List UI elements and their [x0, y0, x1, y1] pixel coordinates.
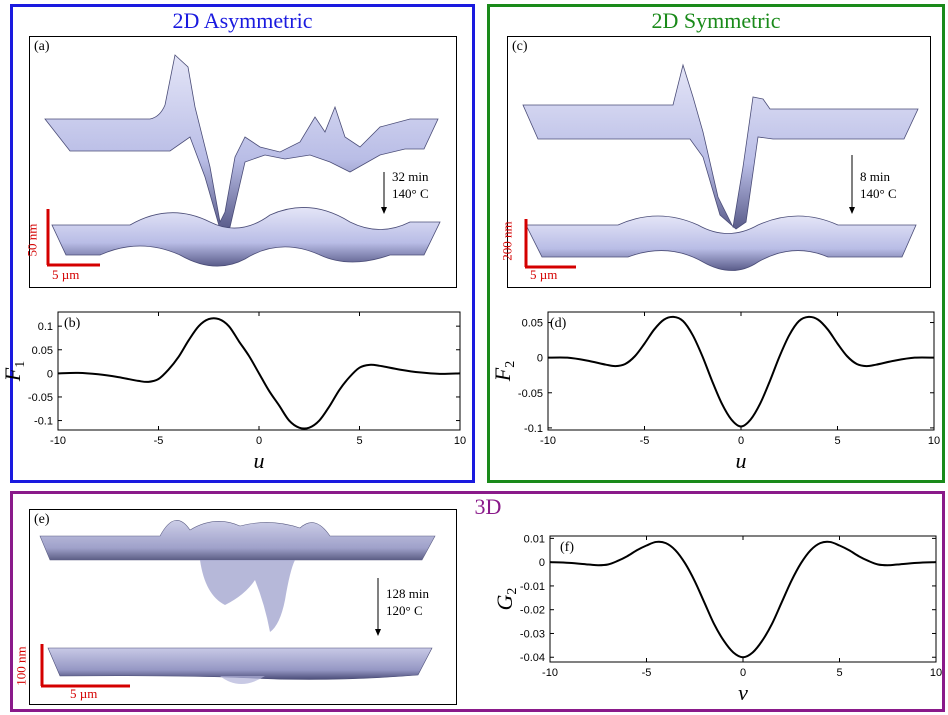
- plot-frame-b: [57, 311, 461, 431]
- x-tick-label-b: 10: [454, 435, 466, 447]
- panel-label-d: (d): [550, 316, 567, 331]
- frame-3d: [10, 491, 945, 712]
- x-axis-label-f: v: [738, 680, 748, 705]
- y-tick-label-f: 0: [539, 557, 545, 569]
- y-tick-label-d: -0.1: [524, 423, 543, 435]
- chart-b: -10 -5 0 5 10 0.1 0.05 0 -0.05 -0.1 u F1 (b): [0, 300, 474, 478]
- y-axis-label-d: F2: [490, 361, 518, 382]
- series-line-b: [57, 317, 461, 430]
- x-tick-label-b: 5: [356, 435, 362, 447]
- scale-label-horizontal-e: 5 µm: [70, 686, 98, 701]
- y-tick-label-f: -0.03: [520, 628, 545, 640]
- title-2d-asymmetric: 2D Asymmetric: [172, 8, 313, 33]
- chart-f: -10 -5 0 5 10 0.01 0 -0.01 -0.02 -0.03 -0.04 v G2 (f…: [488, 528, 943, 708]
- panel-label-c: (c): [512, 39, 528, 54]
- y-tick-label-b: -0.05: [28, 392, 53, 404]
- annotation-time-c: 8 min: [860, 169, 890, 184]
- x-tick-label-d: -10: [540, 435, 556, 447]
- scale-label-vertical-c: 200 nm: [499, 221, 515, 261]
- panel-e: (e) 128 min 120° C 100 nm 5 µm: [14, 509, 457, 705]
- final-surface-dip-e: [220, 676, 265, 684]
- scale-label-vertical-e: 100 nm: [13, 646, 29, 686]
- panel-a: (a) 32 min 140° C 50 nm 5 µm: [24, 36, 457, 288]
- y-tick-label-f: 0.01: [524, 533, 545, 545]
- annotation-temp-e: 120° C: [386, 603, 423, 618]
- annotation-temp-a: 140° C: [392, 186, 429, 201]
- panel-label-a: (a): [34, 39, 50, 54]
- scale-label-vertical-a: 50 nm: [24, 223, 40, 257]
- y-tick-label-b: 0: [47, 368, 53, 380]
- y-axis-label-b: F1: [0, 361, 28, 382]
- x-tick-label-f: -10: [542, 667, 558, 679]
- x-tick-label-f: 0: [740, 667, 746, 679]
- time-arrowhead-e: [375, 629, 381, 636]
- initial-surface-dip-e: [200, 560, 295, 632]
- time-arrowhead-c: [849, 207, 855, 214]
- x-tick-label-d: 0: [738, 435, 744, 447]
- scale-label-horizontal-c: 5 µm: [530, 267, 558, 282]
- chart-b-svg: -10 -5 0 5 10 0.1 0.05 0 -0.05 -0.1 u F1: [0, 311, 466, 473]
- final-surface-c: [525, 215, 917, 271]
- annotation-temp-c: 140° C: [860, 186, 897, 201]
- initial-surface-top-e: [39, 520, 436, 561]
- annotation-time-e: 128 min: [386, 586, 429, 601]
- y-tick-label-f: -0.04: [520, 652, 545, 664]
- y-tick-label-b: 0.1: [38, 321, 53, 333]
- x-tick-label-d: 10: [928, 435, 940, 447]
- surface-render-a: [44, 54, 441, 267]
- panel-label-b: (b): [64, 316, 81, 331]
- title-3d: 3D: [474, 494, 502, 519]
- y-tick-label-d: 0.05: [522, 318, 543, 330]
- series-line-f: [549, 540, 937, 659]
- plot-frame-f: [549, 535, 937, 663]
- time-arrowhead-a: [381, 207, 387, 214]
- series-line-d: [547, 315, 935, 428]
- frame-2d-asymmetric: [10, 4, 475, 483]
- final-surface-e: [47, 647, 433, 680]
- y-tick-label-b: -0.1: [34, 416, 53, 428]
- initial-surface-c: [522, 63, 919, 230]
- initial-surface-a: [44, 54, 439, 230]
- x-tick-label-f: 10: [930, 667, 942, 679]
- x-tick-label-f: 5: [836, 667, 842, 679]
- surface-render-c: [522, 63, 919, 271]
- x-tick-label-b: -10: [50, 435, 66, 447]
- x-axis-label-b: u: [254, 448, 265, 473]
- x-tick-label-d: -5: [640, 435, 650, 447]
- y-tick-label-d: -0.05: [518, 388, 543, 400]
- x-tick-label-f: -5: [642, 667, 652, 679]
- chart-d: -10 -5 0 5 10 0.05 0 -0.05 -0.1 u F2 (d): [490, 300, 944, 478]
- title-2d-symmetric: 2D Symmetric: [651, 8, 781, 33]
- y-tick-label-b: 0.05: [32, 345, 53, 357]
- x-tick-label-d: 5: [834, 435, 840, 447]
- panel-c: (c) 8 min 140° C 200 nm 5 µm: [500, 36, 931, 288]
- chart-f-svg: -10 -5 0 5 10 0.01 0 -0.01 -0.02 -0.03 -0.04 v G2: [492, 533, 942, 705]
- y-tick-label-f: -0.02: [520, 605, 545, 617]
- y-tick-label-d: 0: [537, 353, 543, 365]
- x-axis-label-d: u: [736, 448, 747, 473]
- annotation-time-a: 32 min: [392, 169, 429, 184]
- scale-label-horizontal-a: 5 µm: [52, 267, 80, 282]
- x-tick-label-b: 0: [256, 435, 262, 447]
- y-tick-label-f: -0.01: [520, 581, 545, 593]
- final-surface-a: [51, 207, 441, 267]
- surface-render-e: [39, 520, 436, 688]
- panel-label-f: (f): [560, 540, 574, 555]
- panel-label-e: (e): [34, 512, 50, 527]
- x-tick-label-b: -5: [154, 435, 164, 447]
- chart-d-svg: -10 -5 0 5 10 0.05 0 -0.05 -0.1 u F2: [490, 311, 940, 473]
- y-axis-label-f: G2: [492, 588, 520, 611]
- plot-frame-d: [547, 311, 935, 431]
- frame-2d-symmetric: [487, 4, 945, 483]
